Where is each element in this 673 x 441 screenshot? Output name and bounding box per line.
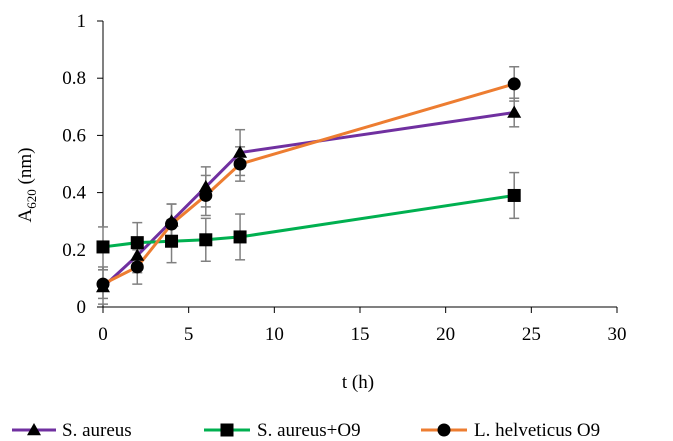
data-point-circle xyxy=(165,217,179,231)
legend-marker-circle xyxy=(437,423,451,437)
series-line-square xyxy=(102,193,515,249)
data-point-square xyxy=(507,188,521,202)
x-tick-label: 10 xyxy=(265,324,284,345)
legend: S. aureus S. aureus+O9 L. helveticus O9 xyxy=(12,420,600,441)
y-tick-label: 0 xyxy=(77,297,87,318)
legend-item: S. aureus xyxy=(12,420,132,441)
series-markers-triangle xyxy=(96,105,522,293)
series-layer xyxy=(96,66,522,305)
x-axis-ticks: 0 5 10 15 20 25 30 xyxy=(98,307,627,345)
error-bars-square xyxy=(98,171,520,268)
series-line-circle xyxy=(102,82,515,286)
x-axis-title: t (h) xyxy=(342,372,374,393)
data-point-circle xyxy=(130,260,144,274)
data-point-square xyxy=(96,240,110,254)
data-point-square xyxy=(233,230,247,244)
y-tick-label: 0.6 xyxy=(62,125,86,146)
legend-item: L. helveticus O9 xyxy=(421,420,600,441)
legend-marker-square xyxy=(220,423,234,437)
y-axis-title-subscript: 620 xyxy=(24,189,39,209)
data-point-circle xyxy=(96,277,110,291)
legend-label: S. aureus+O9 xyxy=(257,420,361,441)
data-point-triangle xyxy=(233,145,248,158)
y-tick-label: 0.2 xyxy=(62,240,86,261)
y-tick-label: 0.8 xyxy=(62,68,86,89)
data-point-circle xyxy=(507,77,521,91)
legend-marker-triangle xyxy=(27,423,41,436)
x-tick-label: 15 xyxy=(351,324,370,345)
x-tick-label: 5 xyxy=(184,324,194,345)
y-axis-title: A620 (nm) xyxy=(15,148,39,223)
data-point-triangle xyxy=(130,248,145,261)
y-tick-label: 1 xyxy=(77,11,87,32)
data-point-triangle xyxy=(507,105,522,118)
x-tick-label: 25 xyxy=(522,324,541,345)
x-tick-label: 20 xyxy=(436,324,455,345)
data-point-square xyxy=(165,234,179,248)
y-axis-title-main: A xyxy=(15,208,36,222)
data-point-triangle xyxy=(198,179,213,193)
data-point-circle xyxy=(233,157,247,171)
x-tick-label: 0 xyxy=(98,324,108,345)
series-markers-square xyxy=(96,188,521,254)
series-markers-circle xyxy=(96,77,521,291)
series-line-triangle xyxy=(101,111,515,289)
data-point-square xyxy=(130,236,144,250)
chart-axes xyxy=(102,21,617,308)
error-bars-triangle xyxy=(98,97,520,305)
data-point-circle xyxy=(199,188,213,202)
y-tick-label: 0.4 xyxy=(62,183,86,204)
data-point-square xyxy=(199,233,213,247)
legend-label: S. aureus xyxy=(62,420,132,441)
y-axis-title-unit: (nm) xyxy=(15,148,36,190)
legend-label: L. helveticus O9 xyxy=(474,420,600,441)
x-tick-label: 30 xyxy=(608,324,627,345)
legend-item: S. aureus+O9 xyxy=(204,420,361,441)
y-axis-ticks: 0 0.2 0.4 0.6 0.8 1 xyxy=(62,11,103,318)
